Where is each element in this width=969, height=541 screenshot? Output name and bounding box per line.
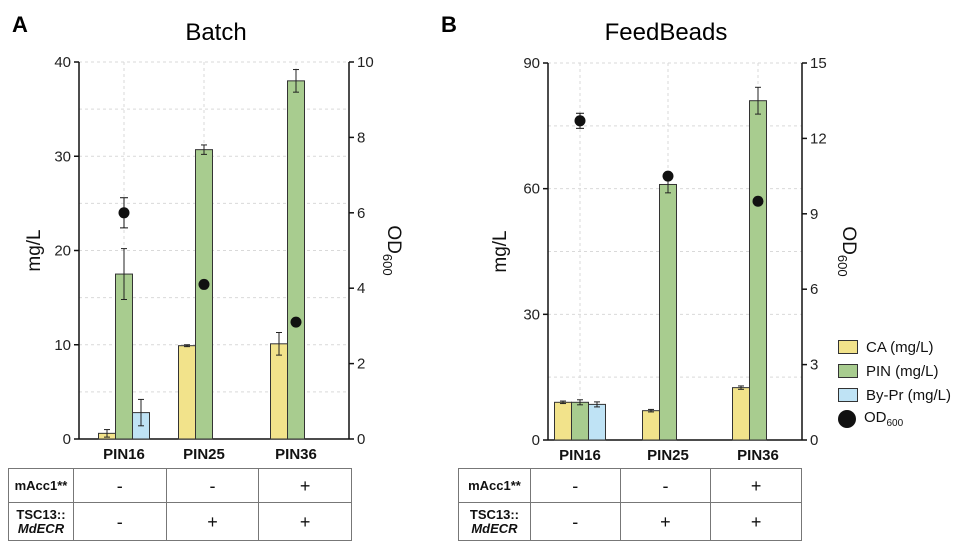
legend-item-od: OD600 (838, 408, 951, 430)
x-tick-label: PIN36 (275, 446, 317, 463)
row-label-tsc13: TSC13:: MdECR (458, 502, 531, 541)
y2-axis-label: OD600 (835, 226, 859, 276)
legend: CA (mg/L) PIN (mg/L) By-Pr (mg/L) OD600 (838, 336, 951, 432)
y2-tick-label: 12 (810, 130, 827, 147)
od-point (198, 278, 210, 290)
cell-macc1-pin25: - (165, 468, 260, 503)
bar-ca (732, 387, 750, 441)
cell-tsc13-pin25: + (165, 502, 260, 541)
legend-marker-od (838, 410, 856, 428)
row-label-tsc13-line1: TSC13:: (16, 506, 66, 522)
y2-tick-label: 9 (810, 206, 818, 223)
y2-tick-label: 6 (810, 281, 818, 298)
legend-swatch-pin (838, 364, 858, 378)
cell-macc1-pin25: - (619, 468, 712, 503)
row-label-macc1: mAcc1** (458, 468, 531, 503)
legend-swatch-bypr (838, 388, 858, 402)
y2-tick-label: 0 (357, 431, 365, 448)
legend-item-ca: CA (mg/L) (838, 336, 951, 358)
legend-swatch-ca (838, 340, 858, 354)
legend-od-sub: 600 (886, 418, 904, 429)
row-label-tsc13-line2: MdECR (17, 520, 65, 536)
y-tick-label: 40 (54, 54, 71, 71)
y-tick-label: 90 (523, 55, 540, 72)
y2-tick-label: 4 (357, 280, 365, 297)
y-axis-label: mg/L (24, 229, 45, 271)
chart-feedbeads: 0 30 60 90 0 3 6 9 12 15 mg/L OD600 PIN16 PIN25 PIN36 (490, 55, 859, 464)
y-tick-label: 10 (54, 337, 71, 354)
y-tick-label: 30 (523, 306, 540, 323)
legend-label-od: OD600 (864, 409, 903, 429)
y2-tick-label: 3 (810, 357, 818, 374)
od-point (752, 195, 764, 207)
bar-ca (270, 343, 288, 440)
y-tick-label: 20 (54, 243, 71, 260)
bar-pin (287, 80, 305, 440)
row-label-macc1: mAcc1** (8, 468, 74, 503)
y2-tick-label: 10 (357, 54, 374, 71)
cell-tsc13-pin25: + (619, 502, 712, 541)
x-tick-label: PIN25 (647, 447, 689, 464)
legend-item-pin: PIN (mg/L) (838, 360, 951, 382)
cell-macc1-pin36: + (710, 468, 802, 503)
row-label-tsc13-line2: MdECR (471, 520, 518, 536)
x-tick-label: PIN36 (737, 447, 779, 464)
y-tick-label: 0 (532, 432, 540, 449)
cell-macc1-pin16: - (72, 468, 167, 503)
y2-tick-label: 6 (357, 205, 365, 222)
od-point (662, 170, 674, 182)
cell-tsc13-pin36: + (258, 502, 352, 541)
conditions-table-feedbeads: mAcc1** - - + TSC13:: MdECR - + + (458, 468, 802, 541)
cell-tsc13-pin16: - (72, 502, 167, 541)
cell-macc1-pin36: + (258, 468, 352, 503)
y2-tick-label: 15 (810, 55, 827, 72)
bar-ca (178, 345, 196, 440)
panel-b-letter: B (441, 12, 457, 37)
y-tick-label: 30 (54, 148, 71, 165)
y2-tick-label: 0 (810, 432, 818, 449)
y-tick-label: 60 (523, 181, 540, 198)
y-tick-label: 0 (63, 431, 71, 448)
chart-batch: 0 10 20 30 40 0 2 4 6 8 10 mg/L OD600 PIN16 PIN25 PIN36 (24, 54, 404, 463)
panel-b-title: FeedBeads (605, 19, 728, 46)
cell-macc1-pin16: - (529, 468, 621, 503)
row-label-tsc13: TSC13:: MdECR (8, 502, 74, 541)
legend-od-main: OD (864, 409, 887, 426)
row-label-tsc13-line1: TSC13:: (469, 506, 520, 522)
cell-tsc13-pin16: - (529, 502, 621, 541)
panel-a-title: Batch (185, 19, 246, 46)
legend-label-pin: PIN (mg/L) (866, 362, 939, 380)
od-point (118, 207, 130, 219)
legend-label-ca: CA (mg/L) (866, 338, 934, 356)
x-tick-label: PIN16 (559, 447, 601, 464)
od-point (290, 316, 302, 328)
bar-pin (571, 401, 589, 441)
y-axis-label: mg/L (490, 230, 511, 272)
legend-item-bypr: By-Pr (mg/L) (838, 384, 951, 406)
bar-pin (659, 183, 677, 441)
od-point (574, 115, 586, 127)
bar-ca (642, 410, 660, 441)
cell-tsc13-pin36: + (710, 502, 802, 541)
x-tick-label: PIN25 (183, 446, 225, 463)
bar-pin (749, 100, 767, 441)
bar-ca (554, 401, 572, 441)
bar-pin (195, 149, 213, 440)
panel-a-letter: A (12, 12, 28, 37)
bar-bypr (588, 403, 606, 441)
y2-tick-label: 2 (357, 356, 365, 373)
y2-tick-label: 8 (357, 129, 365, 146)
x-tick-label: PIN16 (103, 446, 145, 463)
conditions-table-batch: mAcc1** - - + TSC13:: MdECR - + + (8, 468, 352, 541)
legend-label-bypr: By-Pr (mg/L) (866, 386, 952, 404)
y2-axis-label: OD600 (380, 225, 404, 275)
